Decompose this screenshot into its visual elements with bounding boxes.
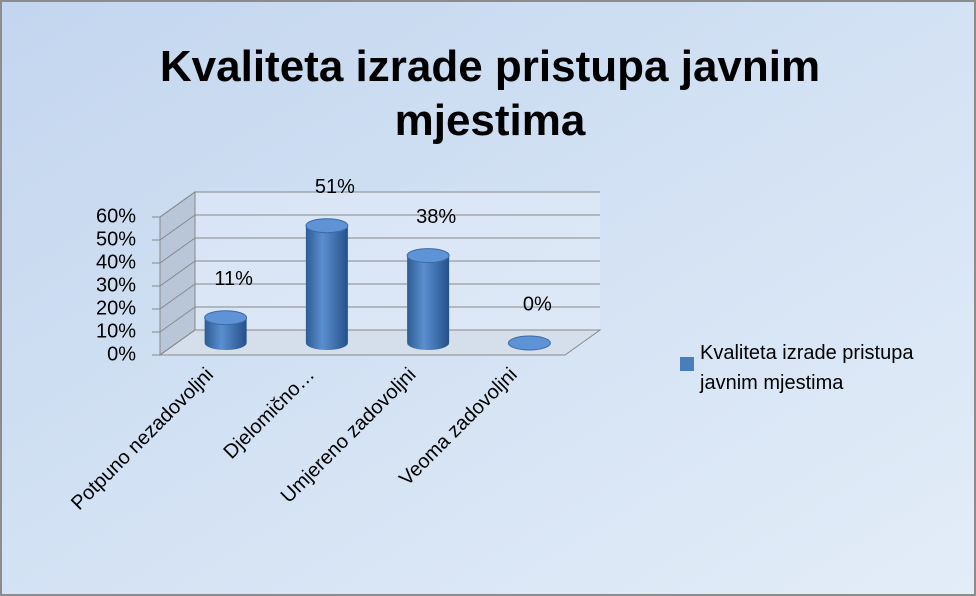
bar <box>305 225 348 351</box>
y-tick-label: 0% <box>107 343 136 365</box>
y-tick-label: 20% <box>96 297 136 319</box>
bar-top <box>204 310 248 326</box>
y-tick-label: 30% <box>96 274 136 296</box>
grid-line <box>159 260 196 287</box>
grid-line <box>159 329 196 356</box>
grid-line <box>159 237 196 264</box>
bar <box>204 317 247 351</box>
value-label: 51% <box>315 176 355 198</box>
grid-line <box>159 214 196 241</box>
y-tick-label: 60% <box>96 205 136 227</box>
y-tick-label: 40% <box>96 251 136 273</box>
value-label: 0% <box>523 293 552 315</box>
value-label: 38% <box>416 206 456 228</box>
y-tick-label: 50% <box>96 228 136 250</box>
bar-top <box>406 248 450 264</box>
grid-line <box>159 306 196 333</box>
bar-top <box>305 218 349 234</box>
bar <box>407 255 450 351</box>
legend-label: Kvaliteta izrade pristupa javnim mjestim… <box>700 342 914 394</box>
value-label: 11% <box>214 268 253 290</box>
grid-line <box>159 283 196 310</box>
chart-title: Kvaliteta izrade pristupa javnim mjestim… <box>159 42 821 145</box>
legend-swatch <box>680 357 694 371</box>
grid-line <box>159 191 196 218</box>
bar-top <box>507 335 551 351</box>
y-tick-label: 10% <box>96 320 136 342</box>
